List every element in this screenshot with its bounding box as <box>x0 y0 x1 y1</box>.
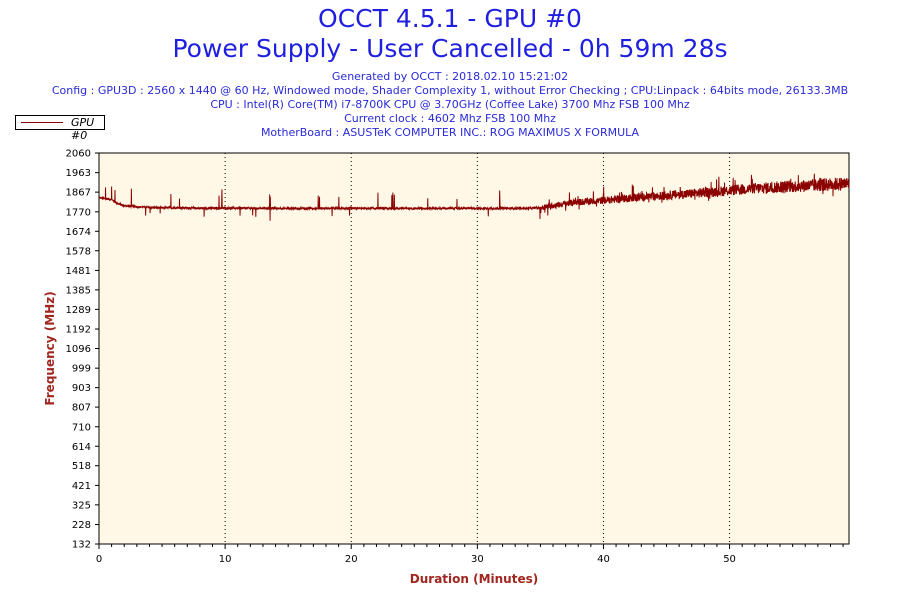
y-tick-label: 518 <box>72 461 91 472</box>
y-tick-label: 999 <box>72 364 91 375</box>
y-tick-label: 807 <box>72 403 91 414</box>
info-current-clock: Current clock : 4602 Mhz FSB 100 Mhz <box>344 112 556 125</box>
x-tick-label: 50 <box>723 554 736 565</box>
legend-swatch <box>21 122 63 123</box>
chart-subtitle: Power Supply - User Cancelled - 0h 59m 2… <box>172 34 728 63</box>
legend-label: GPU #0 <box>71 116 95 142</box>
x-axis-label: Duration (Minutes) <box>410 572 538 586</box>
y-tick-label: 1192 <box>66 325 91 336</box>
x-tick-label: 0 <box>96 554 102 565</box>
plot-area <box>98 152 850 545</box>
series-group <box>98 173 850 221</box>
y-tick-label: 614 <box>72 442 91 453</box>
y-tick-label: 1096 <box>66 344 91 355</box>
x-axis: 0 10 20 30 40 50 <box>96 544 844 565</box>
y-tick-label: 2060 <box>66 149 91 160</box>
y-axis-label: Frequency (MHz) <box>43 291 57 405</box>
series-line-gpu-0 <box>98 173 850 221</box>
y-tick-label: 903 <box>72 383 91 394</box>
info-motherboard: MotherBoard : ASUSTeK COMPUTER INC.: ROG… <box>260 126 640 139</box>
chart-title: OCCT 4.5.1 - GPU #0 <box>318 4 582 33</box>
x-tick-label: 40 <box>597 554 610 565</box>
y-tick-label: 325 <box>72 500 91 511</box>
x-tick-label: 20 <box>345 554 358 565</box>
y-tick-label: 1578 <box>66 246 91 257</box>
y-tick-label: 1481 <box>66 266 91 277</box>
y-tick-label: 132 <box>72 540 91 551</box>
y-tick-label: 1385 <box>66 285 91 296</box>
y-tick-label: 1674 <box>66 227 91 238</box>
y-tick-label: 1289 <box>66 305 91 316</box>
y-tick-label: 710 <box>72 422 91 433</box>
info-cpu: CPU : Intel(R) Core(TM) i7-8700K CPU @ 3… <box>210 98 690 111</box>
y-axis: 132 228 325 421 518 614 710 807 903 999 1096 1192 12… <box>66 149 99 551</box>
y-tick-label: 421 <box>72 481 91 492</box>
x-tick-label: 30 <box>471 554 484 565</box>
y-tick-label: 1963 <box>66 168 91 179</box>
x-tick-label: 10 <box>219 554 232 565</box>
y-tick-label: 1867 <box>66 188 91 199</box>
legend: GPU #0 <box>15 115 105 142</box>
info-generated: Generated by OCCT : 2018.02.10 15:21:02 <box>331 70 569 83</box>
y-tick-label: 1770 <box>66 207 91 218</box>
info-config: Config : GPU3D : 2560 x 1440 @ 60 Hz, Wi… <box>51 84 849 97</box>
y-tick-label: 228 <box>72 520 91 531</box>
